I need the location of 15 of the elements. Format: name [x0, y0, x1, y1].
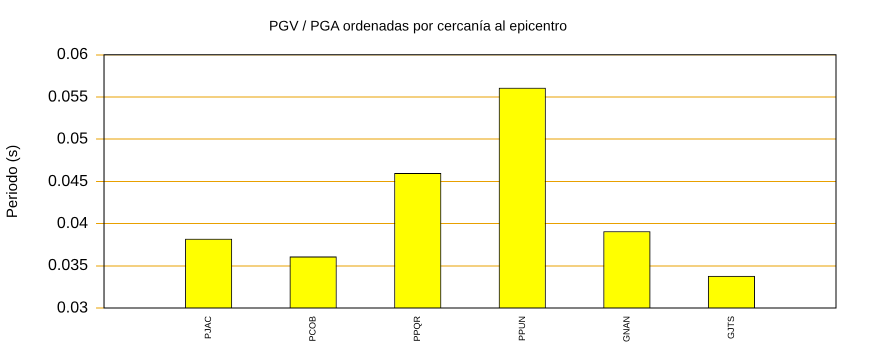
- x-tick-label: GJTS: [726, 316, 736, 340]
- y-tick-label: 0.055: [48, 88, 88, 106]
- x-tick-label: PCOB: [308, 316, 318, 342]
- y-axis-title: Periodo (s): [4, 144, 22, 218]
- x-tick-label: GNAN: [621, 316, 632, 342]
- y-tick-label: 0.06: [56, 46, 88, 64]
- y-tick-label: 0.03: [56, 299, 88, 316]
- y-tick-label: 0.05: [56, 130, 88, 148]
- x-tick-label: PJAC: [203, 316, 214, 340]
- y-tick-label: 0.045: [48, 172, 88, 190]
- chart-title: PGV / PGA ordenadas por cercanía al epicentro: [268, 17, 568, 34]
- x-tick-label: PPUN: [516, 316, 527, 342]
- x-tick-label: PPQR: [412, 316, 422, 342]
- y-tick-label: 0.035: [48, 257, 88, 274]
- y-tick-label: 0.04: [56, 215, 88, 232]
